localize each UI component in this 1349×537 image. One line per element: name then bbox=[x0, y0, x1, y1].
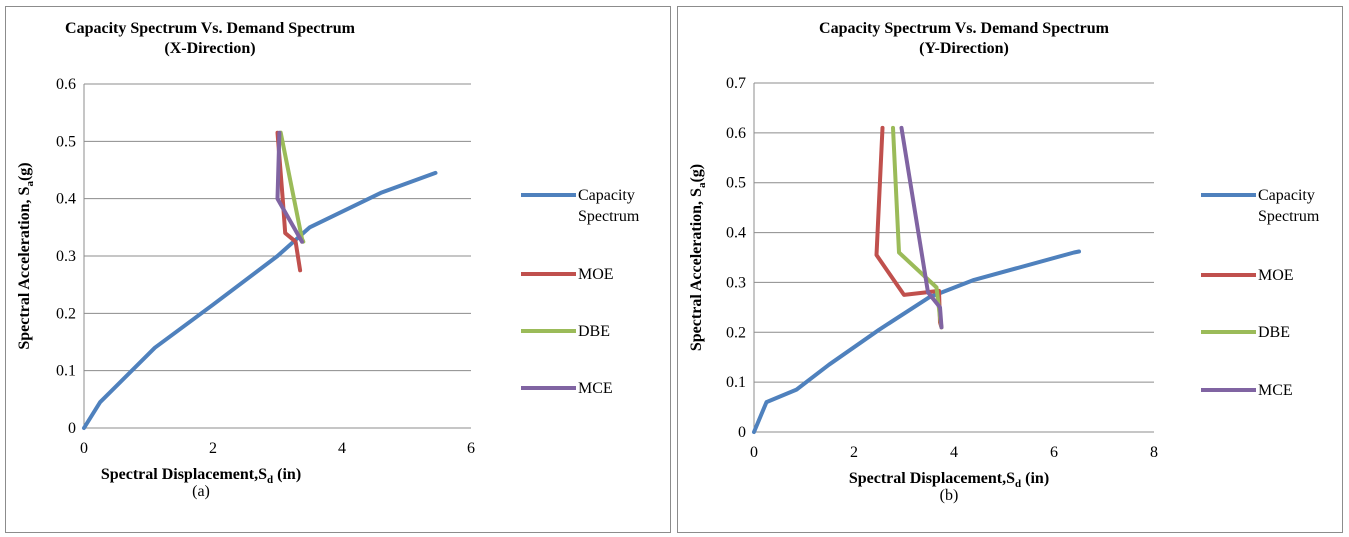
y-tick-label: 0.6 bbox=[726, 125, 746, 142]
legend-label: MCE bbox=[1258, 382, 1293, 399]
series-line-capacity-spectrum bbox=[82, 170, 438, 430]
y-tick-label: 0.1 bbox=[56, 363, 76, 380]
series-line-capacity-spectrum bbox=[752, 249, 1081, 434]
x-axis-title-main: Spectral Displacement,S bbox=[101, 466, 267, 483]
chart-panel-y-direction: Capacity Spectrum Vs. Demand Spectrum (Y-… bbox=[677, 6, 1343, 533]
y-tick-label: 0.3 bbox=[56, 248, 76, 265]
x-tick-label: 4 bbox=[950, 444, 958, 461]
y-axis-title-main: Spectral Acceleration, S bbox=[688, 188, 705, 351]
y-axis-title: Spectral Acceleration, Sa(g) bbox=[16, 162, 36, 349]
figure-caption: (b) bbox=[940, 487, 959, 504]
chart-y-direction: Capacity Spectrum Vs. Demand Spectrum (Y-… bbox=[688, 20, 1320, 504]
legend-label: MCE bbox=[578, 380, 613, 397]
series-line-mce bbox=[275, 130, 304, 244]
y-tick-label: 0 bbox=[738, 424, 746, 441]
y-axis-title: Spectral Acceleration, Sa(g) bbox=[688, 164, 708, 351]
y-tick-label: 0.4 bbox=[726, 225, 746, 242]
y-tick-label: 0.1 bbox=[726, 374, 746, 391]
legend-label: DBE bbox=[578, 323, 610, 340]
y-axis-title-subscript: a bbox=[24, 181, 36, 187]
y-axis-title-unit: (g) bbox=[16, 162, 33, 181]
y-axis-title-main: Spectral Acceleration, S bbox=[16, 186, 33, 349]
chart-subtitle: (X-Direction) bbox=[164, 40, 255, 57]
x-axis-title-subscript: d bbox=[1015, 478, 1021, 490]
y-axis-title-subscript: a bbox=[696, 182, 708, 188]
chart-subtitle: (Y-Direction) bbox=[919, 40, 1009, 57]
y-tick-label: 0 bbox=[68, 420, 76, 437]
x-axis-title-subscript: d bbox=[267, 474, 273, 486]
x-axis-title-unit: (in) bbox=[1021, 470, 1049, 487]
legend-label: MOE bbox=[578, 266, 614, 283]
x-axis-title: Spectral Displacement,Sd (in) bbox=[849, 470, 1049, 490]
x-tick-label: 4 bbox=[338, 440, 346, 457]
x-tick-label: 6 bbox=[1050, 444, 1058, 461]
y-tick-label: 0.5 bbox=[726, 175, 746, 192]
legend-label: Capacity bbox=[1258, 187, 1315, 204]
y-tick-label: 0.7 bbox=[726, 75, 746, 92]
figure-caption: (a) bbox=[192, 483, 210, 500]
y-tick-label: 0.2 bbox=[56, 305, 76, 322]
series-line-mce bbox=[899, 125, 944, 330]
legend-label: DBE bbox=[1258, 324, 1290, 341]
x-axis-title-main: Spectral Displacement,S bbox=[849, 470, 1015, 487]
x-tick-label: 2 bbox=[209, 440, 217, 457]
y-tick-label: 0.3 bbox=[726, 274, 746, 291]
x-axis-title: Spectral Displacement,Sd (in) bbox=[101, 466, 301, 486]
chart-x-direction: Capacity Spectrum Vs. Demand Spectrum (X-… bbox=[16, 20, 640, 500]
chart-title: Capacity Spectrum Vs. Demand Spectrum bbox=[819, 20, 1110, 37]
y-axis-title-unit: (g) bbox=[688, 164, 705, 183]
x-axis-title-unit: (in) bbox=[273, 466, 301, 483]
legend-label: Spectrum bbox=[578, 208, 640, 225]
legend-label: MOE bbox=[1258, 267, 1294, 284]
x-tick-label: 6 bbox=[467, 440, 475, 457]
y-tick-label: 0.5 bbox=[56, 133, 76, 150]
y-tick-label: 0.6 bbox=[56, 76, 76, 93]
x-tick-label: 0 bbox=[80, 440, 88, 457]
x-tick-label: 2 bbox=[850, 444, 858, 461]
y-tick-label: 0.4 bbox=[56, 191, 76, 208]
x-tick-label: 0 bbox=[750, 444, 758, 461]
chart-title: Capacity Spectrum Vs. Demand Spectrum bbox=[65, 20, 356, 37]
series-line-moe bbox=[275, 130, 303, 273]
x-tick-label: 8 bbox=[1150, 444, 1158, 461]
legend-label: Spectrum bbox=[1258, 208, 1320, 225]
chart-panel-x-direction: Capacity Spectrum Vs. Demand Spectrum (X-… bbox=[5, 6, 671, 533]
y-tick-label: 0.2 bbox=[726, 324, 746, 341]
legend-label: Capacity bbox=[578, 187, 635, 204]
